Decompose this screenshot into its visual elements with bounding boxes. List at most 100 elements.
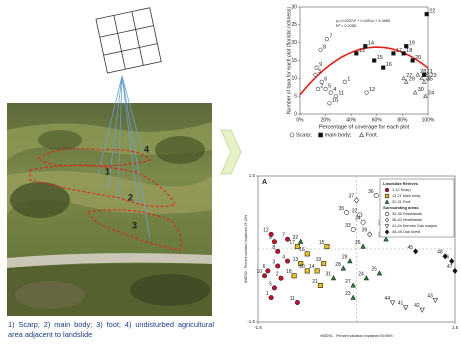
point: [403, 305, 409, 311]
point-label: 32: [352, 208, 358, 214]
point-label: 2: [276, 272, 279, 278]
point-label: 5: [269, 281, 272, 287]
point: [344, 210, 350, 216]
y-tick-label: 20: [291, 40, 297, 46]
point: [363, 44, 368, 49]
point-label: 10: [332, 98, 338, 104]
point: [353, 197, 360, 204]
point-label: 27: [406, 73, 412, 79]
x-tick-label: -1.5: [254, 325, 262, 330]
point: [412, 89, 418, 95]
point-label: 21: [312, 279, 318, 285]
point-label: 33: [345, 223, 351, 229]
region-label: 3: [132, 220, 137, 230]
point-label: 29: [342, 254, 348, 260]
point: [330, 275, 337, 281]
point: [359, 132, 365, 137]
legend-label: 22-31 Foot: [392, 200, 411, 204]
legend-heading: Landslide Relevés: [383, 181, 419, 186]
point-label: 2: [320, 83, 323, 89]
point-label: 21: [427, 69, 433, 75]
point: [360, 219, 366, 225]
point-label: 3: [272, 259, 275, 265]
point: [449, 258, 455, 265]
landslide-zones: [29, 148, 182, 251]
point-label: 25: [427, 76, 433, 82]
trendline-r2: R² = 0.2085: [336, 24, 356, 28]
point-label: 18: [286, 269, 292, 275]
point: [275, 248, 281, 254]
y-tick-label: 15: [291, 58, 297, 64]
point-label: 6: [324, 76, 327, 82]
point-label: 22: [429, 9, 435, 15]
point: [314, 268, 320, 274]
point: [413, 248, 419, 255]
point: [364, 90, 369, 95]
point-label: 28: [420, 69, 426, 75]
legend-heading: Surrounding areas: [383, 205, 419, 210]
point: [298, 261, 304, 267]
point: [384, 193, 390, 199]
point: [442, 253, 448, 260]
point: [328, 90, 333, 95]
point-label: 19: [409, 41, 415, 47]
y-tick-label: 10: [291, 76, 297, 82]
point-label: 29: [409, 76, 415, 82]
point: [350, 294, 356, 300]
y-tick-label: 1.5: [249, 173, 256, 178]
point-label: 1: [347, 76, 350, 82]
point-label: 45: [408, 245, 414, 251]
y-tick-label: 30: [291, 4, 297, 10]
point-label: 24: [358, 272, 364, 278]
legend-label: Scarp;: [296, 132, 312, 138]
point-label: 22: [293, 235, 299, 241]
point: [419, 307, 425, 313]
legend-label: 45-48 Oak forest: [392, 230, 421, 234]
point: [357, 212, 363, 218]
caption: 1) Scarp; 2) main body; 3) foot; 4) undi…: [8, 320, 214, 339]
point-label: 12: [263, 228, 269, 234]
point: [285, 236, 291, 242]
point: [324, 36, 329, 42]
point-label: 17: [289, 240, 295, 246]
point: [324, 244, 330, 250]
x-tick-label: 40%: [346, 117, 357, 123]
x-axis-label: Percentage of coverage for each plot: [319, 124, 410, 130]
point: [415, 72, 421, 77]
point-label: 13: [293, 257, 299, 263]
point: [294, 244, 300, 250]
point: [333, 94, 338, 99]
point-label: 47: [447, 264, 453, 270]
x-tick-label: 0%: [296, 117, 304, 123]
point-label: 5: [328, 83, 331, 89]
legend-label: 13-21 Main body: [392, 194, 420, 198]
legend-label: 32-36 Grasslands: [392, 212, 422, 216]
point: [410, 58, 415, 63]
projection-lines: [97, 75, 151, 239]
x-tick-label: 80%: [397, 117, 408, 123]
point: [275, 263, 281, 269]
point: [373, 192, 379, 198]
point-label: 43: [427, 293, 433, 299]
point: [421, 79, 427, 84]
point-label: 24: [428, 91, 434, 97]
point: [350, 282, 356, 288]
point-label: 3: [318, 69, 321, 75]
point-label: 11: [338, 91, 344, 97]
y-tick-label: 5: [294, 93, 297, 99]
point: [294, 300, 300, 306]
plot-frame: [299, 6, 429, 115]
legend-label: main body;: [325, 132, 352, 138]
point-label: 9: [319, 62, 322, 68]
x-tick-label: 100%: [422, 117, 435, 123]
point: [268, 295, 274, 301]
point: [425, 75, 431, 81]
point-label: 9: [269, 235, 272, 241]
point: [383, 236, 389, 242]
point: [323, 86, 328, 92]
point: [278, 275, 284, 281]
point: [304, 268, 310, 274]
point: [384, 187, 390, 193]
